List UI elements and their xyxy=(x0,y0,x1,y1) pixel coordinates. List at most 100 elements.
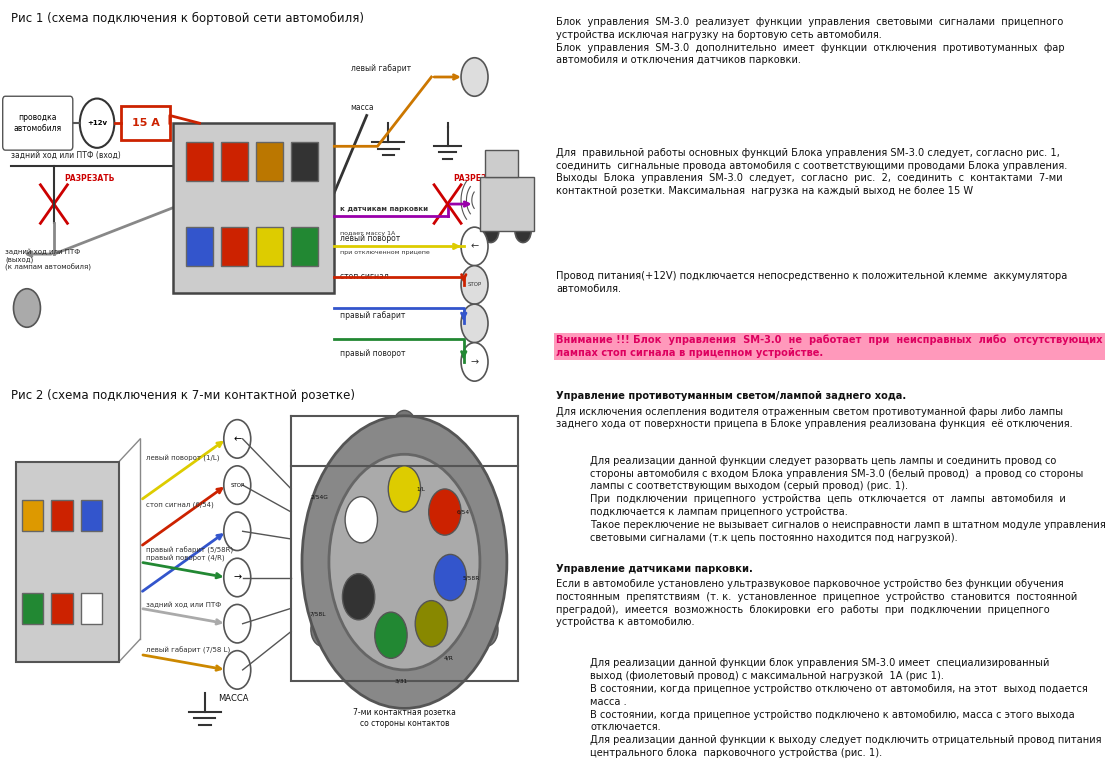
Text: левый поворот (1/L): левый поворот (1/L) xyxy=(146,455,219,462)
Text: Рис 1 (схема подключения к бортовой сети автомобиля): Рис 1 (схема подключения к бортовой сети… xyxy=(11,12,364,25)
Text: 7/58L: 7/58L xyxy=(309,611,326,617)
Bar xyxy=(81,500,103,531)
Text: ←: ← xyxy=(471,242,478,251)
Circle shape xyxy=(392,410,417,444)
Text: правый габарит: правый габарит xyxy=(339,310,406,320)
Circle shape xyxy=(461,304,488,343)
Text: Управление датчиками парковки.: Управление датчиками парковки. xyxy=(556,564,753,574)
Text: Провод питания(+12V) подключается непосредственно к положительной клемме  аккуму: Провод питания(+12V) подключается непоср… xyxy=(556,271,1067,294)
Circle shape xyxy=(474,613,498,647)
Text: Блок  управления  SM-3.0  реализует  функции  управления  световыми  сигналами  : Блок управления SM-3.0 реализует функции… xyxy=(556,17,1065,65)
Bar xyxy=(17,462,118,662)
Bar xyxy=(186,227,213,266)
Bar xyxy=(122,106,170,140)
Circle shape xyxy=(260,148,280,176)
Text: Управление противотуманным светом/лампой заднего хода.: Управление противотуманным светом/лампой… xyxy=(556,391,906,401)
Circle shape xyxy=(54,597,70,620)
Text: масса: масса xyxy=(350,102,375,112)
Circle shape xyxy=(415,601,448,647)
Circle shape xyxy=(84,597,99,620)
Circle shape xyxy=(388,466,421,512)
Bar xyxy=(292,227,318,266)
Text: STOP: STOP xyxy=(467,283,482,287)
Bar xyxy=(292,142,318,181)
Circle shape xyxy=(343,574,375,620)
Text: МАССА: МАССА xyxy=(219,694,249,703)
Circle shape xyxy=(224,604,251,643)
Circle shape xyxy=(24,504,41,527)
Circle shape xyxy=(429,489,461,535)
Circle shape xyxy=(54,504,70,527)
Text: левый поворот: левый поворот xyxy=(339,233,400,243)
Text: к датчикам парковки: к датчикам парковки xyxy=(339,206,428,212)
Text: Внимание !!! Блок  управления  SM-3.0  не  работает  при  неисправных  либо  отс: Внимание !!! Блок управления SM-3.0 не р… xyxy=(556,335,1103,358)
Bar xyxy=(485,150,517,177)
Circle shape xyxy=(329,454,480,670)
Circle shape xyxy=(461,58,488,96)
Text: →: → xyxy=(233,573,241,582)
Text: правый габарит (5/58R): правый габарит (5/58R) xyxy=(146,547,233,554)
Bar xyxy=(51,593,73,624)
Bar xyxy=(22,500,43,531)
Circle shape xyxy=(260,233,280,260)
Text: Для реализации данной функции блок управления SM-3.0 имеет  специализированный
в: Для реализации данной функции блок управ… xyxy=(590,658,1102,758)
Circle shape xyxy=(224,558,251,597)
Bar xyxy=(221,142,248,181)
Circle shape xyxy=(375,612,407,658)
Text: 6/54: 6/54 xyxy=(457,510,470,514)
Bar xyxy=(480,177,534,231)
Bar xyxy=(81,593,103,624)
FancyBboxPatch shape xyxy=(2,96,73,150)
Circle shape xyxy=(224,148,244,176)
Bar xyxy=(256,142,283,181)
Circle shape xyxy=(302,416,507,708)
Bar xyxy=(221,227,248,266)
Text: 7-ми контактная розетка
со стороны контактов: 7-ми контактная розетка со стороны конта… xyxy=(352,708,456,728)
Circle shape xyxy=(461,266,488,304)
Text: 1/L: 1/L xyxy=(417,487,425,491)
Bar xyxy=(186,142,213,181)
Text: +12v: +12v xyxy=(87,120,107,126)
Circle shape xyxy=(224,466,251,504)
Circle shape xyxy=(224,512,251,551)
Text: 2/54G: 2/54G xyxy=(312,494,329,499)
Circle shape xyxy=(224,420,251,458)
Circle shape xyxy=(295,148,315,176)
Text: стоп сигнал: стоп сигнал xyxy=(339,272,389,281)
Text: 3/31: 3/31 xyxy=(394,679,408,684)
Text: подает массу 1А: подает массу 1А xyxy=(339,231,394,236)
Text: левый габарит (7/58 L): левый габарит (7/58 L) xyxy=(146,647,230,654)
Circle shape xyxy=(461,343,488,381)
Text: правый поворот: правый поворот xyxy=(339,349,406,358)
Text: стоп сигнал (6/54): стоп сигнал (6/54) xyxy=(146,502,213,508)
Text: задний ход или ПТФ
(выход)
(к лампам автомобиля): задний ход или ПТФ (выход) (к лампам авт… xyxy=(6,249,92,271)
Circle shape xyxy=(80,99,114,148)
Circle shape xyxy=(388,531,421,578)
Circle shape xyxy=(84,504,99,527)
Text: левый габарит: левый габарит xyxy=(350,64,411,73)
Circle shape xyxy=(311,613,335,647)
Bar xyxy=(172,123,335,293)
Circle shape xyxy=(515,219,532,243)
Text: 15 А: 15 А xyxy=(131,119,159,128)
Circle shape xyxy=(295,233,315,260)
Text: Если в автомобиле установлено ультразвуковое парковочное устройство без функции : Если в автомобиле установлено ультразвук… xyxy=(556,579,1077,628)
Text: РАЗРЕЗАТЬ: РАЗРЕЗАТЬ xyxy=(453,174,504,183)
Text: STOP: STOP xyxy=(230,483,244,487)
Circle shape xyxy=(24,597,41,620)
Circle shape xyxy=(461,227,488,266)
Text: Для  правильной работы основных функций Блока управления SM-3.0 следует, согласн: Для правильной работы основных функций Б… xyxy=(556,148,1067,196)
Bar xyxy=(51,500,73,531)
Circle shape xyxy=(483,219,498,243)
Text: ←: ← xyxy=(233,434,241,444)
Text: при отключенном прицепе: при отключенном прицепе xyxy=(339,250,430,255)
Text: Для реализации данной функции следует разорвать цепь лампы и соединить провод со: Для реализации данной функции следует ра… xyxy=(590,456,1105,543)
Circle shape xyxy=(190,148,209,176)
Bar xyxy=(292,466,517,681)
Circle shape xyxy=(13,289,41,327)
Bar xyxy=(256,227,283,266)
Text: Для исключения ослепления водителя отраженным светом противотуманной фары либо л: Для исключения ослепления водителя отраж… xyxy=(556,407,1073,430)
Text: проводка
автомобиля: проводка автомобиля xyxy=(13,113,62,133)
Bar xyxy=(22,593,43,624)
Text: 5/58R: 5/58R xyxy=(462,575,480,580)
